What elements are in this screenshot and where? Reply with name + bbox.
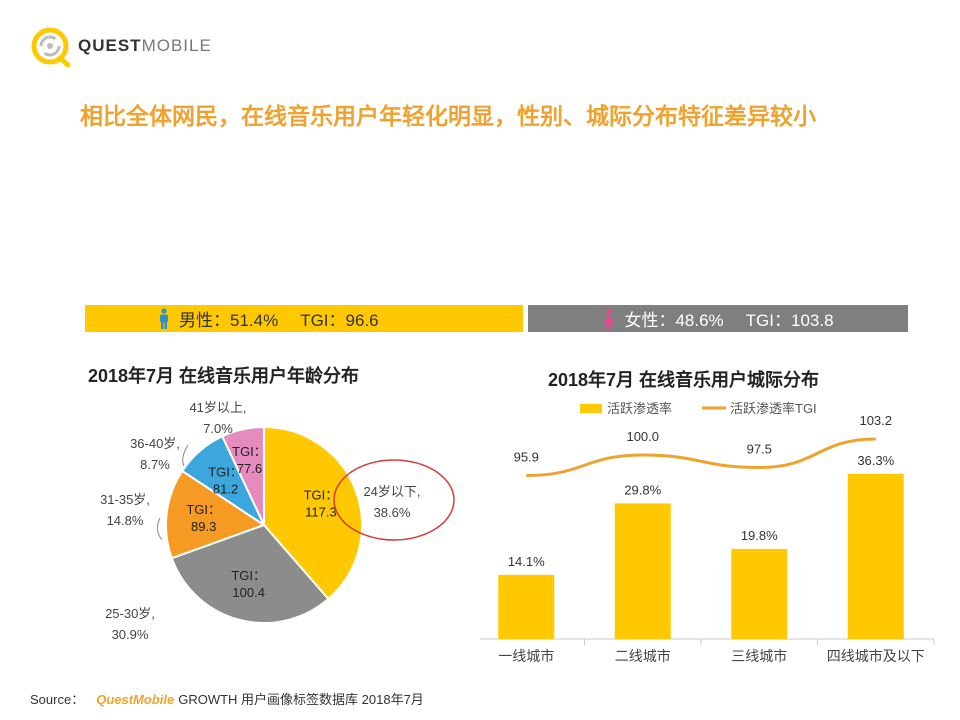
legend-line-label: 活跃渗透率TGI <box>730 401 817 416</box>
line-value-label: 100.0 <box>626 429 659 444</box>
bar-value-label: 14.1% <box>508 554 545 569</box>
pie-tgi-label: TGI： <box>208 465 243 480</box>
source-note: Source： QuestMobile GROWTH 用户画像标签数据库 2018年… <box>30 689 424 708</box>
source-text: GROWTH 用户画像标签数据库 2018年7月 <box>178 692 424 707</box>
x-tick-label: 四线城市及以下 <box>827 648 925 664</box>
pie-category-label: 36-40岁, <box>130 436 180 451</box>
legend-bar-label: 活跃渗透率 <box>607 401 672 416</box>
x-tick-label: 一线城市 <box>498 648 554 664</box>
pie-category-label: 25-30岁, <box>105 606 155 621</box>
pie-tgi-label: TGI： <box>232 444 267 459</box>
bar <box>731 548 788 639</box>
bar <box>498 574 555 639</box>
pie-tgi-value: 77.6 <box>237 461 262 476</box>
bar <box>847 473 904 639</box>
line-value-label: 97.5 <box>747 442 772 457</box>
pie-slice <box>263 425 363 601</box>
bar-value-label: 29.8% <box>624 482 661 497</box>
pie-value-label: 14.8% <box>107 513 144 528</box>
tgi-line <box>526 437 876 477</box>
pie-value-label: 8.7% <box>140 457 170 472</box>
bar-value-label: 19.8% <box>741 528 778 543</box>
male-tgi: TGI：96.6 <box>300 311 379 330</box>
pie-chart-title: 2018年7月 在线音乐用户年龄分布 <box>88 366 360 386</box>
bar-value-label: 36.3% <box>857 453 894 468</box>
pie-value-label: 38.6% <box>374 505 411 520</box>
pie-value-label: 7.0% <box>203 421 233 436</box>
female-icon <box>604 307 615 329</box>
pie-category-label: 31-35岁, <box>100 492 150 507</box>
source-brand: QuestMobile <box>96 692 175 707</box>
x-tick-label: 三线城市 <box>731 648 787 664</box>
bar <box>614 503 671 639</box>
pie-tgi-value: 81.2 <box>213 482 238 497</box>
pie-slice <box>165 469 267 560</box>
pie-slice <box>220 425 265 526</box>
pie-tgi-label: TGI： <box>186 502 221 517</box>
pie-category-label: 41岁以上, <box>189 400 246 415</box>
leader-line <box>182 444 189 467</box>
male-icon <box>160 307 168 329</box>
brand-name: QUESTMOBILE <box>78 36 212 55</box>
legend-bar-swatch <box>580 404 602 413</box>
bar-chart-title: 2018年7月 在线音乐用户城际分布 <box>548 370 820 390</box>
female-bar: 女性：48.6% TGI：103.8 <box>528 305 908 332</box>
quest-logo-icon <box>31 27 71 68</box>
highlight-ellipse <box>333 459 455 541</box>
pie-tgi-label: TGI： <box>304 488 339 503</box>
leader-line <box>156 517 163 541</box>
age-pie-chart: TGI： 117.3 24岁以下, 38.6% TGI： 100.4 25-30岁, 30.9… <box>100 400 455 642</box>
city-bar-chart: 活跃渗透率 活跃渗透率TGI 14.1% 一线城市 95.9 29.8% 二线城市 100.0… <box>480 401 935 664</box>
pie-tgi-value: 89.3 <box>191 519 216 534</box>
female-tgi: TGI：103.8 <box>745 311 834 330</box>
pie-category-label: 24岁以下, <box>363 484 420 499</box>
pie-slice <box>170 523 330 624</box>
male-share: 男性：51.4% <box>179 311 279 330</box>
female-share: 女性：48.6% <box>624 311 724 330</box>
pie-tgi-value: 117.3 <box>305 505 337 520</box>
line-value-label: 103.2 <box>859 413 892 428</box>
pie-tgi-label: TGI： <box>231 568 266 583</box>
male-bar: 男性：51.4% TGI：96.6 <box>85 305 523 332</box>
pie-value-label: 30.9% <box>112 627 149 642</box>
logo: QUESTMOBILE <box>26 24 246 68</box>
x-tick-label: 二线城市 <box>615 648 671 664</box>
line-value-label: 95.9 <box>514 450 539 465</box>
pie-tgi-value: 100.4 <box>232 585 265 600</box>
source-prefix: Source： <box>30 692 85 707</box>
page-title: 相比全体网民，在线音乐用户年轻化明显，性别、城际分布特征差异较小 <box>80 103 816 129</box>
